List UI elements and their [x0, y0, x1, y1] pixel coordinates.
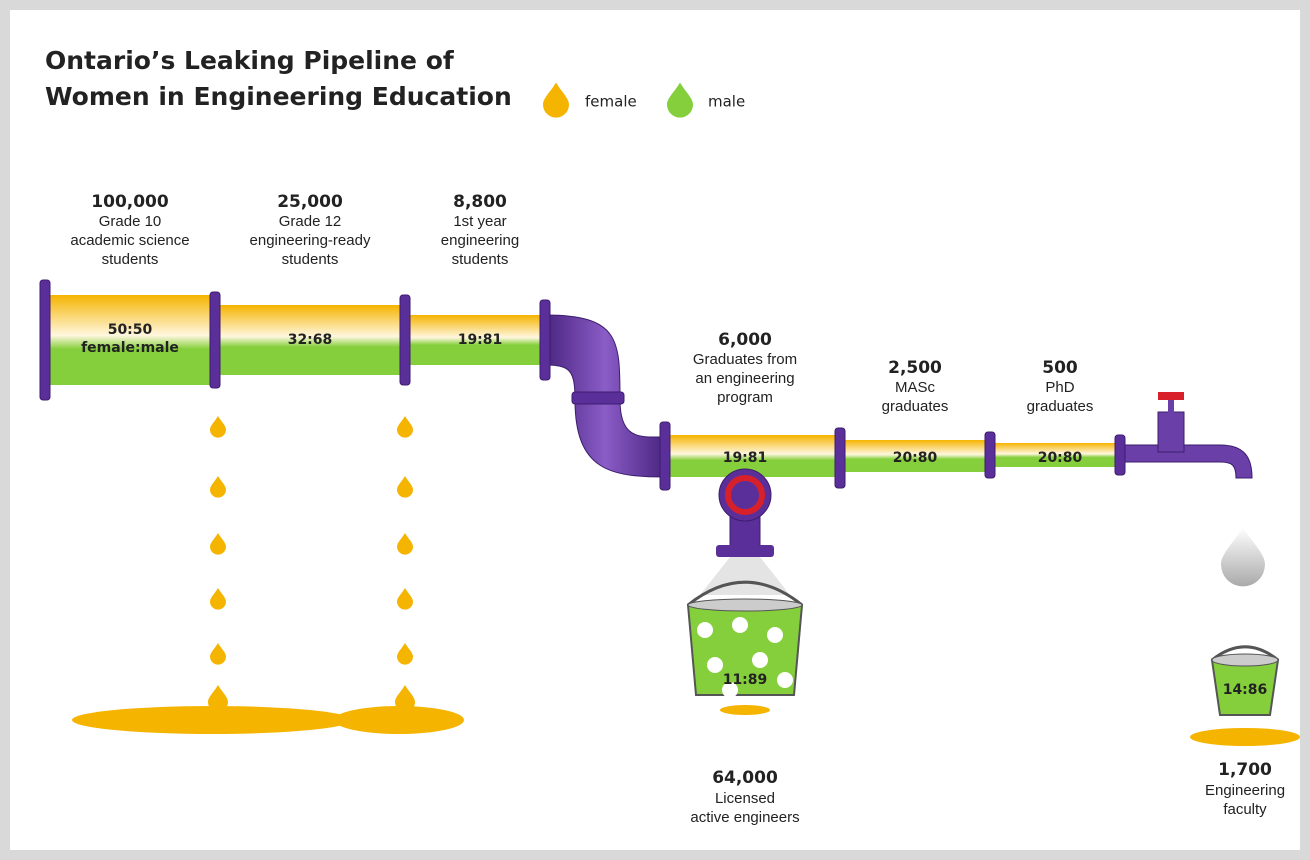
- stage-ratio: 19:81: [458, 332, 503, 348]
- stage-count: 100,000: [91, 192, 169, 212]
- stage-label: MASc: [895, 379, 936, 396]
- outcome-ratio: 11:89: [723, 672, 768, 688]
- infographic: Ontario’s Leaking Pipeline of Women in En…: [0, 0, 1310, 860]
- stage-count: 25,000: [277, 192, 343, 212]
- stage-label: engineering: [441, 232, 519, 249]
- bubble: [777, 672, 793, 688]
- outcome-ratio: 14:86: [1223, 682, 1268, 698]
- faucet-handle: [1158, 392, 1184, 400]
- stage-label: graduates: [882, 398, 949, 415]
- outcome-count: 64,000: [712, 768, 778, 788]
- flange: [572, 392, 624, 404]
- bubble: [707, 657, 723, 673]
- stage-label: Grade 10: [99, 213, 162, 230]
- flange: [985, 432, 995, 478]
- stage-label: students: [102, 251, 159, 268]
- stage-ratio: 19:81: [723, 450, 768, 466]
- stage-label: PhD: [1045, 379, 1074, 396]
- flange: [540, 300, 550, 380]
- outcome-label: faculty: [1223, 801, 1267, 818]
- stage-label: Graduates from: [693, 351, 797, 368]
- puddle: [1190, 728, 1300, 746]
- outcome-label: Licensed: [715, 790, 775, 807]
- stage-ratio: 20:80: [893, 450, 938, 466]
- valve-flange: [716, 545, 774, 557]
- stage-count: 8,800: [453, 192, 507, 212]
- stage-label: Grade 12: [279, 213, 342, 230]
- small-bucket-rim: [1212, 654, 1278, 666]
- outcome-count: 1,700: [1218, 760, 1272, 780]
- outcome-label: Engineering: [1205, 782, 1285, 799]
- stage-label: an engineering: [695, 370, 794, 387]
- outcome-label: active engineers: [690, 809, 799, 826]
- stage-count: 500: [1042, 358, 1078, 378]
- stage-count: 6,000: [718, 330, 772, 350]
- bubble: [752, 652, 768, 668]
- stage-ratio: 20:80: [1038, 450, 1083, 466]
- bubble: [697, 622, 713, 638]
- flange: [660, 422, 670, 490]
- flange: [400, 295, 410, 385]
- stage-label: academic science: [70, 232, 189, 249]
- title: Women in Engineering Education: [45, 82, 512, 111]
- flange: [1115, 435, 1125, 475]
- ratio-note: female:male: [81, 340, 179, 356]
- puddle: [720, 705, 770, 715]
- legend-label: female: [585, 93, 637, 111]
- puddle: [334, 706, 464, 734]
- stage-label: students: [452, 251, 509, 268]
- flange: [210, 292, 220, 388]
- legend-label: male: [708, 93, 745, 111]
- stage-ratio: 50:50: [108, 322, 153, 338]
- stage-label: graduates: [1027, 398, 1094, 415]
- bubble: [732, 617, 748, 633]
- puddle: [72, 706, 352, 734]
- stage-count: 2,500: [888, 358, 942, 378]
- faucet-body: [1158, 412, 1184, 452]
- stage-label: students: [282, 251, 339, 268]
- stage-label: 1st year: [453, 213, 506, 230]
- bucket-rim: [688, 599, 802, 611]
- title: Ontario’s Leaking Pipeline of: [45, 46, 455, 75]
- stage-label: engineering-ready: [250, 232, 371, 249]
- flange: [835, 428, 845, 488]
- stage-label: program: [717, 389, 773, 406]
- flange: [40, 280, 50, 400]
- bubble: [767, 627, 783, 643]
- stage-ratio: 32:68: [288, 332, 333, 348]
